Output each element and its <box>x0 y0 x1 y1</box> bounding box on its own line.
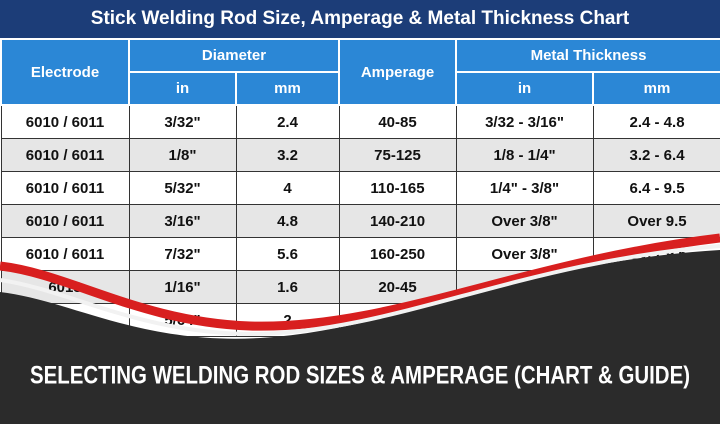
banner-text: SELECTING WELDING ROD SIZES & AMPERAGE (… <box>30 362 690 390</box>
table-cell: 1/16" <box>128 270 237 304</box>
dark-wave <box>0 250 720 424</box>
header-cell: Electrode <box>0 38 130 106</box>
table-cell: 3/32 - 3/16" <box>455 104 594 139</box>
header-cell: mm <box>234 71 341 106</box>
table-cell: 5.6 <box>235 237 340 271</box>
header-cell: mm <box>592 71 720 106</box>
table-row: 6010 / 6011 5/32" 4 110-165 1/4" - 3/8" 6.4 -… <box>0 171 720 205</box>
header-cell: Amperage <box>338 38 458 106</box>
table-cell: 160-250 <box>338 237 457 271</box>
header-cell: Metal Thickness <box>455 38 720 73</box>
table-cell: 5/32" <box>128 171 237 205</box>
table-cell: 6010 / 6011 <box>0 104 130 139</box>
table-cell: 2.4 - 4.8 <box>592 104 720 139</box>
table-cell: 1/4" - 3/8" <box>455 171 594 205</box>
table-cell: 3.2 - 6.4 <box>592 138 720 172</box>
table-cell: 7/32" <box>128 237 237 271</box>
header-cell: in <box>455 71 595 106</box>
table-row: 6010 / 6011 3/32" 2.4 40-85 3/32 - 3/16" 2.4 … <box>0 104 720 139</box>
table-cell: Over 3/8" <box>455 237 594 271</box>
table-cell: 6010 / 6011 <box>0 204 130 238</box>
table-cell: 2.4 <box>235 104 340 139</box>
table-cell: 40-85 <box>338 104 457 139</box>
table-cell: 3/16" <box>128 204 237 238</box>
table-cell: 1/8" <box>128 138 237 172</box>
table-row: 6010 / 6011 3/16" 4.8 140-210 Over 3/8" Over … <box>0 204 720 238</box>
table-row: 6010 / 6011 1/8" 3.2 75-125 1/8 - 1/4" 3.2 - … <box>0 138 720 172</box>
table-cell: 6.4 - 9.5 <box>592 171 720 205</box>
chart-title: Stick Welding Rod Size, Amperage & Metal… <box>0 0 720 38</box>
table-cell: 75-125 <box>338 138 457 172</box>
table-cell: Over 3/8" <box>455 204 594 238</box>
table-cell: 3.2 <box>235 138 340 172</box>
table-cell: 6010 / 6011 <box>0 237 130 271</box>
header-cell: in <box>128 71 237 106</box>
table-cell: 6010 / 6011 <box>0 138 130 172</box>
table-cell: 4 <box>235 171 340 205</box>
red-stripe <box>0 233 720 331</box>
header-cell: Diameter <box>127 38 341 73</box>
table-cell: 6010 / 6011 <box>0 171 130 205</box>
table-cell: Over 9.5 <box>592 204 720 238</box>
table-cell: 4.8 <box>235 204 340 238</box>
table-cell: 3/32" <box>128 104 237 139</box>
white-stripe <box>0 244 720 337</box>
table-cell: 1/8 - 1/4" <box>455 138 594 172</box>
